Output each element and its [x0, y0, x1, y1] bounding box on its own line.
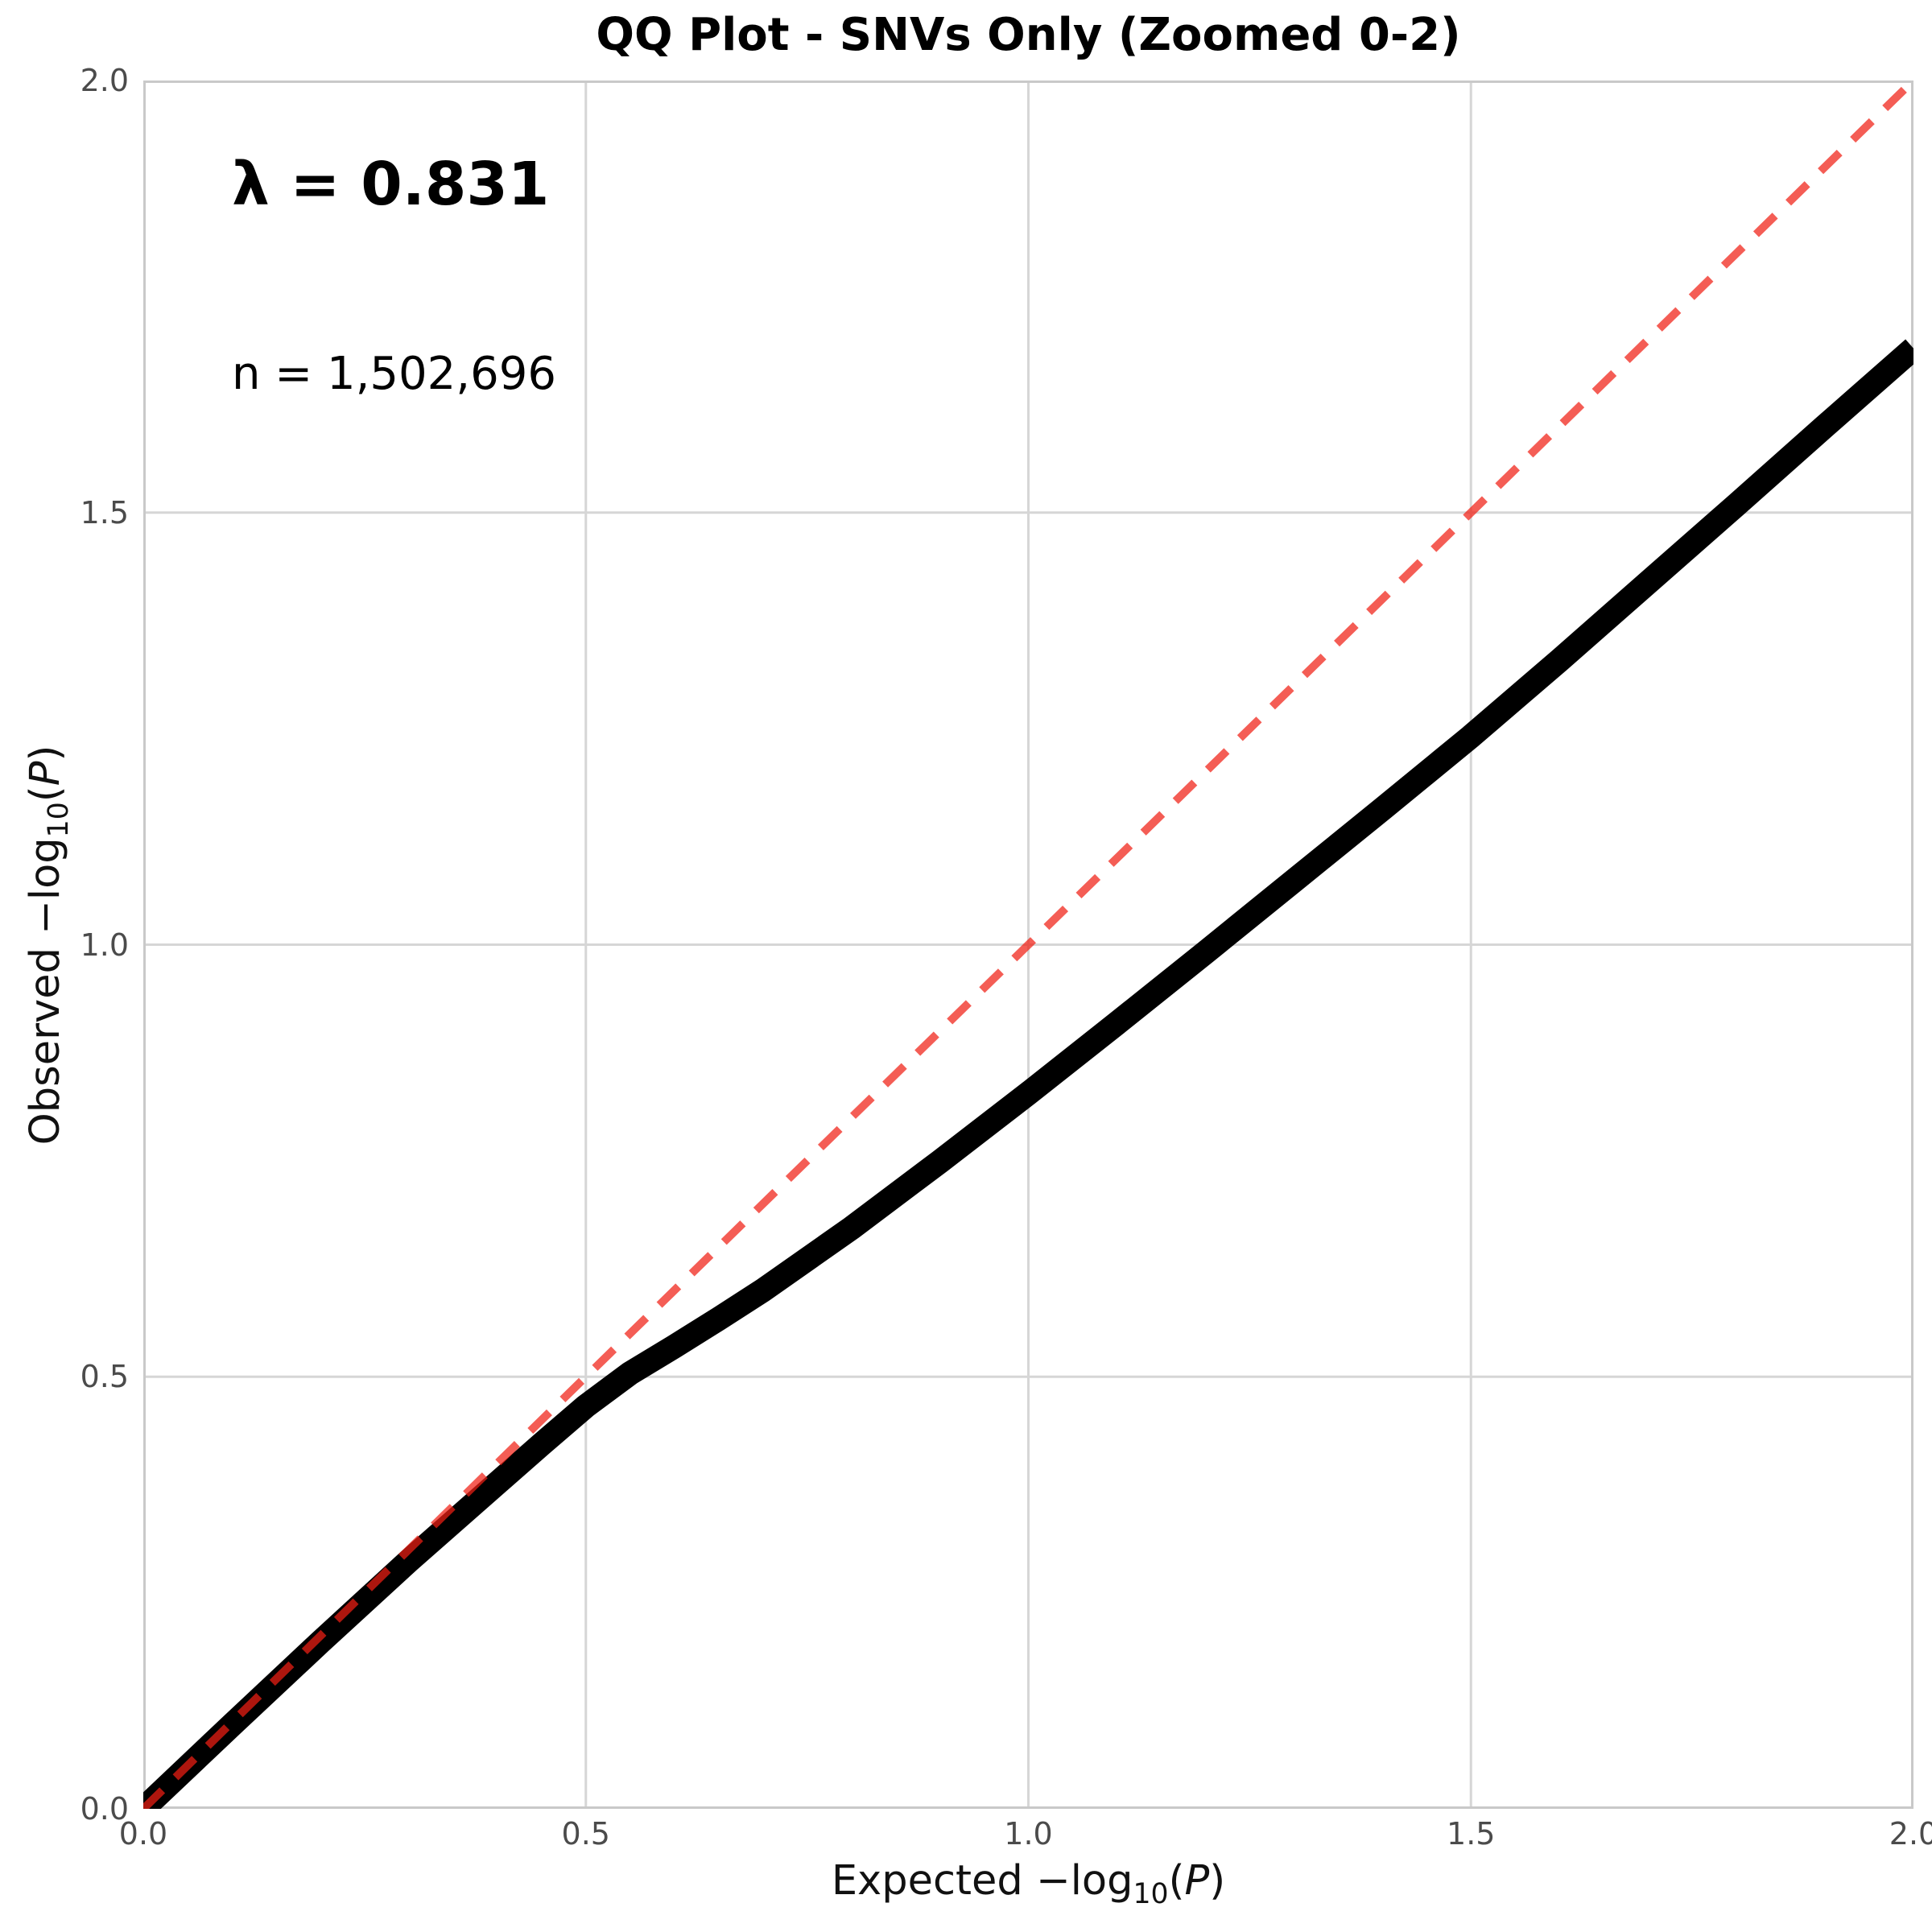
x-tick-label: 1.0: [1004, 1816, 1053, 1852]
x-axis-label-subscript: 10: [1133, 1878, 1169, 1911]
observed-vs-expected: [143, 339, 1913, 1809]
x-tick-label: 0.5: [561, 1816, 610, 1852]
x-axis-label-open-paren: (: [1168, 1857, 1185, 1905]
x-tick-label: 1.5: [1447, 1816, 1496, 1852]
y-axis-label-text: Observed −log: [22, 836, 69, 1145]
chart-title: QQ Plot - SNVs Only (Zoomed 0-2): [596, 9, 1461, 61]
x-tick-label: 2.0: [1889, 1816, 1932, 1852]
y-tick-label: 1.0: [80, 927, 129, 963]
y-axis-label-variable: P: [22, 761, 69, 786]
qq-plot-canvas: [143, 80, 1913, 1809]
y-axis-label-close-paren: ): [22, 745, 69, 762]
y-tick-label: 0.5: [80, 1359, 129, 1395]
x-tick-label: 0.0: [118, 1816, 168, 1852]
y-tick-label: 2.0: [80, 63, 129, 98]
y-tick-label: 1.5: [80, 494, 129, 530]
y-axis-label-subscript: 10: [43, 801, 76, 837]
x-axis-label-close-paren: ): [1209, 1857, 1226, 1905]
identity-reference-line: [143, 80, 1913, 1809]
plot-border: [143, 80, 1913, 1809]
lambda-annotation: λ = 0.831: [231, 149, 550, 219]
y-axis-label-open-paren: (: [22, 785, 69, 802]
plot-area: [143, 80, 1913, 1809]
x-axis-label-variable: P: [1184, 1857, 1210, 1905]
x-axis-label-text: Expected −log: [831, 1857, 1133, 1905]
y-tick-label: 0.0: [80, 1791, 129, 1827]
n-variants-annotation: n = 1,502,696: [231, 347, 556, 400]
x-axis-label: Expected −log10(P): [143, 1856, 1913, 1909]
